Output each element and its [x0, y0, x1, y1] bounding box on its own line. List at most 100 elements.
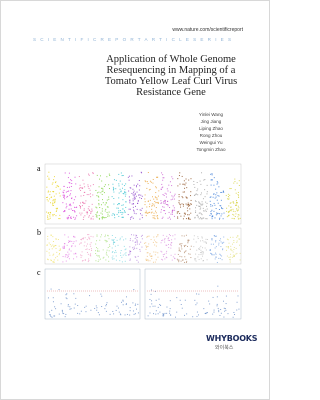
plot-dot: [124, 211, 126, 213]
plot-dot: [60, 303, 62, 305]
plot-dot: [185, 244, 187, 246]
plot-dot: [195, 207, 197, 209]
plot-dot: [139, 250, 141, 252]
plot-dot: [180, 303, 182, 305]
plot-dot: [221, 213, 223, 215]
plot-dot: [189, 248, 191, 250]
plot-dot: [88, 236, 90, 238]
plot-dot: [165, 193, 167, 195]
plot-dot: [137, 312, 139, 314]
plot-dot: [205, 209, 207, 211]
plot-dot: [71, 240, 73, 242]
plot-dot: [68, 249, 70, 251]
plot-dot: [84, 237, 86, 239]
plot-dot: [85, 311, 87, 313]
plot-dot: [105, 310, 107, 312]
plot-dot: [228, 242, 230, 244]
plot-dot: [49, 198, 51, 200]
plot-dot: [52, 236, 54, 238]
plot-dot: [204, 178, 206, 180]
plot-dot: [186, 204, 188, 206]
plot-dot: [128, 208, 130, 210]
plot-dot: [134, 256, 136, 258]
plot-dot: [123, 245, 125, 247]
plot-dot: [100, 212, 102, 214]
plot-dot: [147, 212, 149, 214]
plot-dot: [151, 208, 153, 210]
plot-dot: [168, 240, 170, 242]
plot-dot: [183, 183, 185, 185]
plot-dot: [104, 210, 106, 212]
plot-dot: [82, 238, 84, 240]
plot-dot: [141, 207, 143, 209]
plot-dot: [90, 255, 92, 257]
panel-label: c: [37, 268, 41, 277]
plot-dot: [132, 203, 134, 205]
plot-dot: [227, 246, 229, 248]
plot-dot: [164, 203, 166, 205]
plot-dot: [209, 214, 211, 216]
plot-dot: [120, 314, 122, 316]
plot-dot: [238, 180, 240, 182]
plot-dot: [90, 218, 92, 220]
plot-dot: [190, 245, 192, 247]
plot-dot: [118, 192, 120, 194]
plot-dot: [102, 257, 104, 259]
plot-dot: [156, 242, 158, 244]
plot-dot: [115, 255, 117, 257]
plot-dot: [119, 211, 121, 213]
plot-dot: [46, 244, 48, 246]
plot-dot: [133, 192, 135, 194]
plot-dot: [141, 172, 143, 174]
plot-dot: [198, 248, 200, 250]
plot-dots: [46, 171, 241, 318]
plot-dot: [130, 187, 132, 189]
plot-dot: [206, 259, 208, 261]
plot-dot: [116, 213, 118, 215]
plot-dot: [84, 259, 86, 261]
author: Rong Zhou: [199, 133, 223, 138]
plot-dot: [122, 192, 124, 194]
plot-dot: [105, 217, 107, 219]
plot-dot: [130, 217, 132, 219]
plot-dot: [229, 209, 231, 211]
plot-dot: [48, 212, 50, 214]
plot-dot: [126, 313, 128, 315]
plot-dot: [102, 190, 104, 192]
plot-dot: [52, 261, 54, 263]
plot-dot: [164, 239, 166, 241]
plot-dot: [215, 256, 217, 258]
plot-dot: [212, 196, 214, 198]
plot-dot: [76, 256, 78, 258]
plot-dot: [73, 210, 75, 212]
plot-dot: [173, 195, 175, 197]
plot-dot: [145, 245, 147, 247]
plot-dot: [101, 190, 103, 192]
plot-dot: [216, 305, 218, 307]
plot-dot: [193, 194, 195, 196]
plot-dot: [129, 208, 131, 210]
plot-dot: [125, 193, 127, 195]
plot-dot: [56, 209, 58, 211]
plot-dot: [169, 312, 171, 314]
plot-dot: [153, 313, 155, 315]
plot-dot: [185, 250, 187, 252]
panel-frame: [44, 268, 141, 320]
plot-dot: [70, 193, 72, 195]
plot-dot: [167, 205, 169, 207]
plot-dot: [121, 261, 123, 263]
plot-dot: [155, 251, 157, 253]
plot-dot: [90, 217, 92, 219]
plot-dot: [236, 202, 238, 204]
plot-dot: [198, 314, 200, 316]
plot-dot: [210, 211, 212, 213]
plot-dot: [236, 241, 238, 243]
plot-dot: [104, 204, 106, 206]
plot-dot: [48, 311, 50, 313]
plot-dot: [239, 238, 241, 240]
plot-dot: [152, 217, 154, 219]
plot-dot: [54, 306, 56, 308]
plot-dot: [88, 216, 90, 218]
plot-dot: [99, 178, 101, 180]
plot-dot: [55, 257, 57, 259]
